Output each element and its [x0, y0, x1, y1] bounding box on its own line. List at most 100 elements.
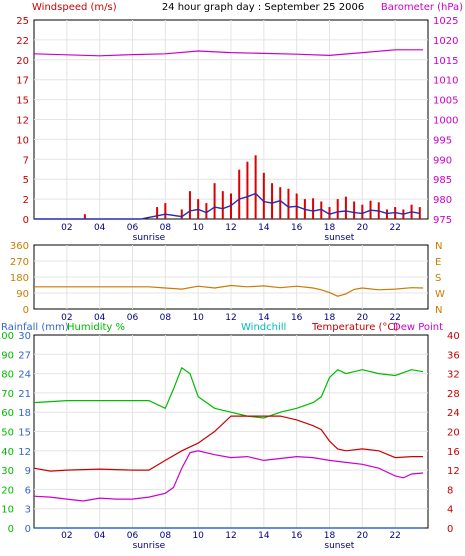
barometer-line — [33, 49, 424, 57]
wind-panel-sunset-label: sunset — [324, 233, 354, 243]
windspeed-line — [34, 192, 420, 220]
rainfall-tick-label: 0 — [25, 524, 31, 535]
windspeed-tick-label: 10 — [16, 135, 29, 146]
temp-panel-x-tick: 04 — [94, 531, 106, 541]
windspeed-tick-label: 12 — [16, 116, 29, 127]
windspeed-axis-label: Windspeed (m/s) — [32, 2, 117, 13]
rainfall-tick-label: 27 — [18, 350, 31, 361]
direction-panel-x-tick: 12 — [225, 313, 236, 323]
direction-panel-x-tick: 20 — [357, 313, 369, 323]
direction-panel-x-tick: 10 — [192, 313, 204, 323]
wind-panel-x-tick: 20 — [357, 223, 369, 233]
wind-panel-x-tick: 02 — [61, 223, 72, 233]
rainfall-tick-label: 3 — [25, 505, 31, 516]
windspeed-tick-label: 22 — [16, 36, 29, 47]
rainfall-tick-label: 30 — [18, 331, 31, 342]
direction-tick-label: 90 — [16, 289, 29, 300]
humidity-axis-label: Humidity % — [67, 322, 125, 333]
direction-panel-x-tick: 02 — [61, 313, 72, 323]
humidity-tick-label: 0 — [8, 524, 14, 535]
humidity-tick-label: 40 — [1, 447, 14, 458]
rainfall-tick-label: 9 — [25, 466, 31, 477]
windspeed-tick-label: 0 — [23, 215, 29, 226]
compass-label: N — [435, 305, 442, 316]
temperature-tick-label: 28 — [447, 389, 460, 400]
rainfall-tick-label: 6 — [25, 485, 31, 496]
temp-panel-x-tick: 16 — [291, 531, 303, 541]
barometer-tick-label: 1010 — [433, 76, 458, 87]
direction-tick-label: 270 — [10, 257, 29, 268]
compass-label: N — [435, 241, 442, 252]
windspeed-tick-label: 25 — [16, 16, 29, 27]
temp-panel-x-tick: 02 — [61, 531, 72, 541]
wind-panel-x-tick: 18 — [324, 223, 336, 233]
barometer-tick-label: 1025 — [433, 16, 458, 27]
temperature-tick-label: 8 — [447, 485, 453, 496]
wind-panel-x-tick: 06 — [127, 223, 139, 233]
direction-panel-x-tick: 18 — [324, 313, 336, 323]
rainfall-tick-label: 24 — [18, 370, 31, 381]
temperature-line — [33, 415, 424, 472]
humidity-tick-label: 90 — [1, 350, 14, 361]
humidity-line — [33, 366, 424, 419]
temp-panel-x-tick: 08 — [160, 531, 172, 541]
rainfall-tick-label: 18 — [18, 408, 31, 419]
temp-panel-x-tick: 22 — [389, 531, 400, 541]
temperature-tick-label: 40 — [447, 331, 460, 342]
direction-panel-x-tick: 08 — [160, 313, 172, 323]
temp-panel-x-tick: 10 — [192, 531, 204, 541]
barometer-tick-label: 980 — [433, 195, 452, 206]
wind-panel-x-tick: 14 — [258, 223, 270, 233]
windspeed-tick-label: 17 — [16, 76, 29, 87]
dewpoint-line — [33, 450, 424, 502]
barometer-tick-label: 985 — [433, 175, 452, 186]
windspeed-tick-label: 15 — [16, 96, 29, 107]
direction-tick-label: 180 — [10, 273, 29, 284]
barometer-tick-label: 1000 — [433, 116, 458, 127]
barometer-tick-label: 1020 — [433, 36, 458, 47]
temperature-tick-label: 12 — [447, 466, 460, 477]
windchill-legend-label: Windchill — [241, 322, 286, 333]
barometer-tick-label: 975 — [433, 215, 452, 226]
temp-panel-x-tick: 14 — [258, 531, 270, 541]
barometer-tick-label: 1015 — [433, 56, 458, 67]
rainfall-tick-label: 15 — [18, 428, 31, 439]
humidity-tick-label: 70 — [1, 389, 14, 400]
humidity-tick-label: 100 — [0, 331, 14, 342]
humidity-tick-label: 80 — [1, 370, 14, 381]
direction-tick-label: 360 — [10, 241, 29, 252]
temp-panel-sunrise-label: sunrise — [133, 541, 166, 551]
humidity-tick-label: 20 — [1, 485, 14, 496]
temp-panel-x-tick: 18 — [324, 531, 336, 541]
wind-panel-x-tick: 10 — [192, 223, 204, 233]
direction-panel-x-tick: 14 — [258, 313, 270, 323]
barometer-tick-label: 1005 — [433, 96, 458, 107]
temperature-tick-label: 0 — [447, 524, 453, 535]
direction-panel-x-tick: 16 — [291, 313, 303, 323]
temperature-tick-label: 24 — [447, 408, 460, 419]
dewpoint-legend-label: Dew Point — [393, 322, 443, 333]
temperature-legend-label: Temperature (°C) — [311, 322, 398, 333]
temp-panel-x-tick: 06 — [127, 531, 139, 541]
humidity-tick-label: 30 — [1, 466, 14, 477]
direction-panel-x-tick: 06 — [127, 313, 139, 323]
direction-panel-x-tick: 04 — [94, 313, 106, 323]
rainfall-axis-label: Rainfall (mm) — [1, 322, 69, 333]
temperature-tick-label: 32 — [447, 370, 460, 381]
wind-panel-x-tick: 22 — [389, 223, 400, 233]
humidity-tick-label: 10 — [1, 505, 14, 516]
temperature-tick-label: 36 — [447, 350, 460, 361]
compass-label: S — [435, 273, 441, 284]
barometer-tick-label: 990 — [433, 155, 452, 166]
windspeed-tick-label: 7 — [23, 155, 29, 166]
temperature-tick-label: 20 — [447, 428, 460, 439]
chart-title: 24 hour graph day : September 25 2006 — [162, 2, 364, 13]
wind-panel-x-tick: 04 — [94, 223, 106, 233]
windspeed-tick-label: 2 — [23, 195, 29, 206]
barometer-axis-label: Barometer (hPa) — [381, 2, 463, 13]
humidity-tick-label: 60 — [1, 408, 14, 419]
temperature-tick-label: 16 — [447, 447, 460, 458]
wind-panel-sunrise-label: sunrise — [133, 233, 166, 243]
wind-panel-x-tick: 12 — [225, 223, 236, 233]
